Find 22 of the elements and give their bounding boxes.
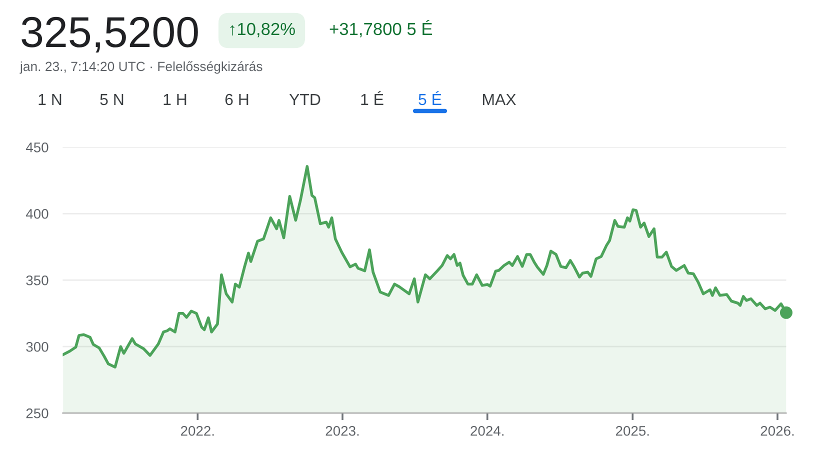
- y-tick-label: 400: [26, 208, 48, 219]
- text: 1 N: [38, 94, 62, 105]
- text: YTD: [289, 94, 320, 105]
- text: 5 N: [100, 94, 124, 106]
- text: MAX: [483, 94, 516, 105]
- x-tick-label: 2024.: [470, 426, 504, 436]
- text: +31,7800 5 É: [330, 20, 432, 38]
- text: ↑10,82%: [230, 22, 295, 38]
- y-tick-label: 300: [26, 342, 48, 352]
- text: 1 H: [164, 94, 186, 105]
- x-tick-label: 2026.: [760, 426, 794, 436]
- text: 6 H: [225, 94, 248, 106]
- text: 5 É: [418, 91, 442, 106]
- y-tick-label: 350: [26, 275, 48, 286]
- x-tick-label: 2025.: [616, 426, 649, 436]
- chart-title: 325,5200: [22, 16, 198, 53]
- text: 1 É: [361, 91, 384, 105]
- x-tick-label: 2023.: [326, 426, 359, 436]
- y-tick-label: 450: [26, 142, 48, 152]
- chart-subtitle: jan. 23., 7:14:20 UTC · Felelősségkizárás: [20, 61, 262, 74]
- y-tick-label: 250: [26, 408, 48, 418]
- x-tick-label: 2022.: [180, 426, 214, 436]
